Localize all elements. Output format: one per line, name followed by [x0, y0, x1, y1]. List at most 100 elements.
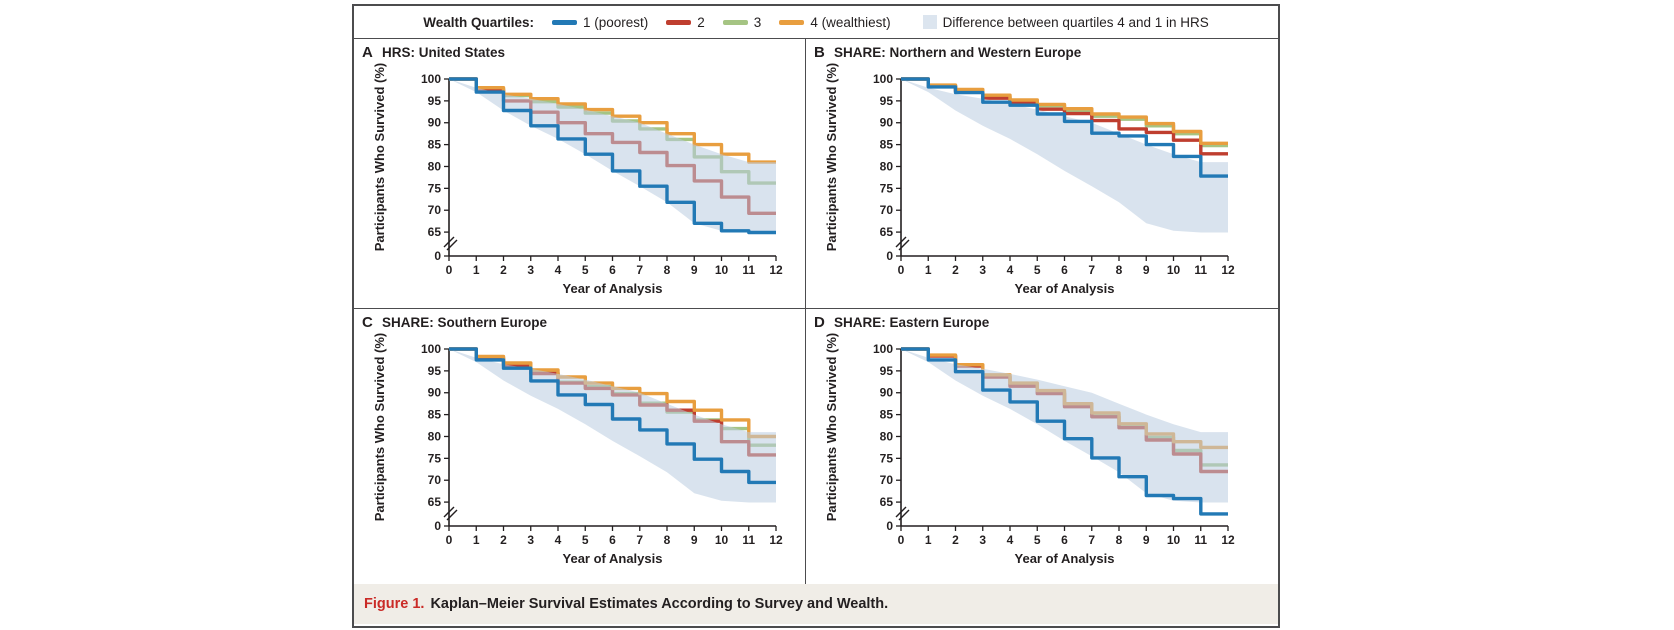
svg-text:95: 95 — [880, 94, 894, 108]
axes: 100 95 90 85 80 75 70 65 0 0 1 2 — [824, 333, 1235, 566]
svg-text:6: 6 — [1061, 533, 1068, 547]
svg-text:A: A — [362, 44, 373, 61]
panel-title: C SHARE: Southern Europe — [362, 314, 547, 331]
svg-text:70: 70 — [428, 473, 442, 487]
svg-text:2: 2 — [500, 533, 507, 547]
svg-text:0: 0 — [434, 519, 441, 533]
svg-text:90: 90 — [880, 386, 894, 400]
panel-a-chart: A HRS: United States 100 95 90 85 80 75 … — [362, 44, 783, 296]
panel-b-chart: B SHARE: Northern and Western Europe 100… — [814, 44, 1235, 296]
svg-text:65: 65 — [880, 225, 894, 239]
svg-text:0: 0 — [886, 519, 893, 533]
panel-grid: A HRS: United States 100 95 90 85 80 75 … — [354, 39, 1278, 584]
svg-text:0: 0 — [446, 533, 453, 547]
survival-curves — [901, 77, 1228, 233]
svg-text:80: 80 — [428, 159, 442, 173]
quartile-1-curve — [901, 77, 1228, 178]
svg-text:SHARE: Northern and Western Eu: SHARE: Northern and Western Europe — [834, 45, 1082, 60]
svg-text:85: 85 — [880, 408, 894, 422]
survival-curves — [449, 347, 776, 503]
panel-c-chart: C SHARE: Southern Europe 100 95 90 85 80… — [362, 314, 783, 566]
svg-text:4: 4 — [555, 533, 562, 547]
y-axis-label: Participants Who Survived (%) — [824, 333, 839, 522]
quartile-3-line-swatch-icon — [722, 19, 748, 25]
panel-b-share-northern-western-europe: B SHARE: Northern and Western Europe 100… — [806, 39, 1278, 309]
svg-text:0: 0 — [446, 263, 453, 277]
svg-text:0: 0 — [434, 249, 441, 263]
svg-text:7: 7 — [636, 263, 643, 277]
svg-text:12: 12 — [769, 263, 783, 277]
svg-text:95: 95 — [880, 364, 894, 378]
legend-item-label: 2 — [697, 14, 705, 30]
svg-text:0: 0 — [886, 249, 893, 263]
y-axis-label: Participants Who Survived (%) — [824, 63, 839, 252]
svg-text:SHARE: Southern Europe: SHARE: Southern Europe — [382, 315, 547, 330]
axes: 100 95 90 85 80 75 70 65 0 0 1 2 — [372, 333, 783, 566]
quartile-1-curve — [901, 347, 1228, 516]
svg-text:9: 9 — [691, 263, 698, 277]
legend-item-label: Difference between quartiles 4 and 1 in … — [942, 14, 1209, 30]
svg-text:85: 85 — [428, 408, 442, 422]
hrs-difference-band — [449, 349, 776, 503]
difference-band-swatch-icon — [922, 15, 937, 29]
svg-text:12: 12 — [1221, 533, 1235, 547]
quartile-2-line-swatch-icon — [666, 19, 692, 25]
svg-text:4: 4 — [555, 263, 562, 277]
svg-text:65: 65 — [428, 225, 442, 239]
axes: 100 95 90 85 80 75 70 65 0 0 1 2 — [824, 63, 1235, 296]
panel-c-share-southern-europe: C SHARE: Southern Europe 100 95 90 85 80… — [354, 309, 806, 584]
quartile-4-line-swatch-icon — [779, 19, 805, 25]
x-axis-label: Year of Analysis — [1015, 281, 1115, 296]
svg-text:70: 70 — [880, 473, 894, 487]
y-axis-break-icon — [443, 506, 458, 521]
svg-text:1: 1 — [473, 263, 480, 277]
svg-text:2: 2 — [952, 263, 959, 277]
svg-text:1: 1 — [925, 263, 932, 277]
svg-text:70: 70 — [428, 203, 442, 217]
svg-text:100: 100 — [421, 72, 441, 86]
survival-curves — [901, 347, 1228, 516]
svg-text:2: 2 — [500, 263, 507, 277]
svg-text:100: 100 — [873, 342, 893, 356]
svg-text:SHARE: Eastern Europe: SHARE: Eastern Europe — [834, 315, 990, 330]
y-axis-break-icon — [895, 506, 910, 521]
svg-text:10: 10 — [1167, 533, 1181, 547]
panel-title: D SHARE: Eastern Europe — [814, 314, 990, 331]
svg-text:70: 70 — [880, 203, 894, 217]
y-axis-label: Participants Who Survived (%) — [372, 63, 387, 252]
svg-text:C: C — [362, 314, 373, 331]
axes: 100 95 90 85 80 75 70 65 0 0 1 2 — [372, 63, 783, 296]
svg-text:80: 80 — [428, 429, 442, 443]
legend-item-hrs-difference-band: Difference between quartiles 4 and 1 in … — [922, 14, 1209, 30]
x-axis-label: Year of Analysis — [563, 281, 663, 296]
svg-text:65: 65 — [880, 495, 894, 509]
svg-text:6: 6 — [609, 263, 616, 277]
svg-text:7: 7 — [636, 533, 643, 547]
x-axis-label: Year of Analysis — [563, 551, 663, 566]
svg-text:10: 10 — [1167, 263, 1181, 277]
x-axis-label: Year of Analysis — [1015, 551, 1115, 566]
svg-text:90: 90 — [880, 116, 894, 130]
legend-item-quartile-3: 3 — [722, 15, 761, 30]
svg-text:12: 12 — [1221, 263, 1235, 277]
svg-text:B: B — [814, 44, 825, 61]
svg-text:6: 6 — [1061, 263, 1068, 277]
svg-text:0: 0 — [898, 533, 905, 547]
svg-text:3: 3 — [979, 533, 986, 547]
svg-text:0: 0 — [898, 263, 905, 277]
y-axis-label: Participants Who Survived (%) — [372, 333, 387, 522]
svg-text:7: 7 — [1088, 263, 1095, 277]
svg-text:6: 6 — [609, 533, 616, 547]
svg-text:75: 75 — [428, 181, 442, 195]
svg-text:9: 9 — [1143, 533, 1150, 547]
svg-text:8: 8 — [664, 263, 671, 277]
svg-text:1: 1 — [925, 533, 932, 547]
svg-text:90: 90 — [428, 116, 442, 130]
svg-text:8: 8 — [1116, 263, 1123, 277]
svg-text:10: 10 — [715, 263, 729, 277]
svg-text:5: 5 — [582, 533, 589, 547]
svg-text:90: 90 — [428, 386, 442, 400]
legend-item-quartile-1: 1 (poorest) — [552, 15, 648, 30]
legend-item-quartile-2: 2 — [666, 15, 705, 30]
